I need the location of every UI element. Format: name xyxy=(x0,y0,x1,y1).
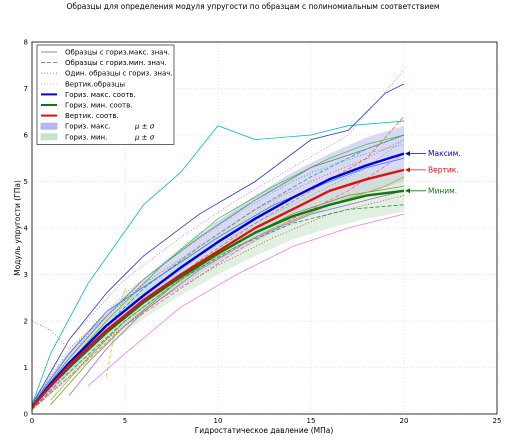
chart-title: Образцы для определения модуля упругости… xyxy=(67,2,440,11)
y-tick-label: 0 xyxy=(24,411,28,419)
sample-series-line xyxy=(32,139,405,350)
y-tick-label: 3 xyxy=(24,271,28,279)
legend-label: Образцы с гориз.макс. знач. xyxy=(65,49,170,57)
y-tick-label: 8 xyxy=(24,39,28,47)
band-area xyxy=(32,167,404,412)
y-tick-label: 4 xyxy=(24,225,29,233)
annotation-label: Максим. xyxy=(428,149,461,158)
sample-series-line xyxy=(32,83,405,405)
sample-series-line xyxy=(32,157,405,405)
y-tick-label: 1 xyxy=(24,364,28,372)
x-tick-label: 25 xyxy=(493,417,502,425)
legend-label: Образцы с гориз.мин. знач. xyxy=(65,59,167,67)
sample-series-line xyxy=(32,116,405,405)
bands-layer xyxy=(32,125,404,412)
x-axis-label: Гидростатическое давление (МПа) xyxy=(195,426,334,435)
legend-label: Гориз. мин. соотв. xyxy=(65,102,132,110)
sample-series-line xyxy=(32,204,405,410)
y-tick-label: 5 xyxy=(24,178,28,186)
fit-series-line xyxy=(32,168,405,408)
y-axis: 0 1 2 3 4 5 6 7 8 xyxy=(24,39,29,419)
y-tick-label: 2 xyxy=(24,318,28,326)
legend-extra: μ ± σ xyxy=(134,133,155,141)
y-tick-label: 6 xyxy=(24,132,29,140)
legend-label: Вертик.образцы xyxy=(65,80,125,88)
annotation-arrowhead xyxy=(405,188,410,194)
sample-series-line xyxy=(32,195,405,410)
sample-series-line xyxy=(106,287,135,377)
annotation-arrowhead xyxy=(405,167,410,173)
annotation-label: Миним. xyxy=(428,186,457,195)
legend-extra: μ ± σ xyxy=(134,123,155,131)
annotation-arrowhead xyxy=(405,151,410,157)
sample-series-line xyxy=(32,143,405,405)
fits-layer xyxy=(32,152,405,408)
plot-frame xyxy=(31,41,498,415)
x-tick-label: 0 xyxy=(30,417,34,425)
x-tick-label: 10 xyxy=(214,417,223,425)
annotations: Максим. Вертик. Миним. xyxy=(405,149,461,195)
legend-label: Гориз. мин. xyxy=(65,133,107,141)
fit-series-line xyxy=(32,189,405,408)
annotation-label: Вертик. xyxy=(428,165,459,174)
legend-label: Один. образцы с гориз. знач. xyxy=(65,70,173,78)
legend-label: Вертик. соотв. xyxy=(65,112,119,120)
x-tick-label: 15 xyxy=(307,417,316,425)
legend-frame xyxy=(36,44,175,145)
sample-series-line xyxy=(87,213,405,387)
legend-label: Гориз. макс. xyxy=(65,123,111,131)
sample-series-line xyxy=(32,143,405,405)
legend-patch xyxy=(40,133,58,141)
sample-series-line xyxy=(32,69,405,410)
x-tick-label: 20 xyxy=(400,417,409,425)
legend-label: Гориз. макс. соотв. xyxy=(65,91,136,99)
fit-series-line xyxy=(32,152,405,408)
sample-series-line xyxy=(32,120,405,405)
x-axis: 0 5 10 15 20 25 xyxy=(30,417,502,425)
legend-patch xyxy=(40,122,58,130)
sample-series-line xyxy=(32,134,405,405)
legend: Образцы с гориз.макс. знач. Образцы с гор… xyxy=(36,44,175,145)
sample-series-line xyxy=(68,190,405,396)
y-tick-label: 7 xyxy=(24,85,28,93)
y-axis-label: Модуль упругости (ГПа) xyxy=(13,180,22,276)
x-tick-label: 5 xyxy=(123,417,127,425)
